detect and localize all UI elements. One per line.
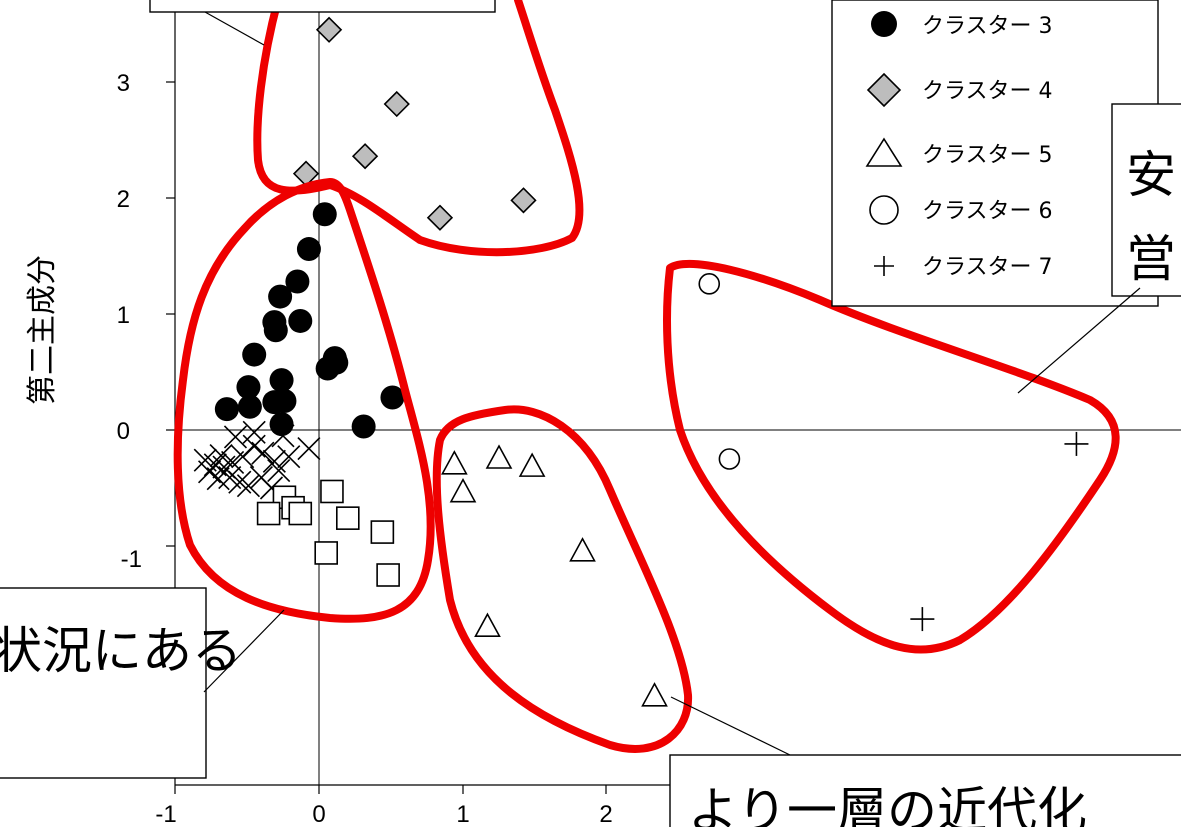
data-point-triangle-2 bbox=[520, 454, 544, 476]
data-point-x-2 bbox=[263, 450, 285, 472]
data-point-filled-circle-14 bbox=[215, 397, 239, 421]
callout-leader-bottom bbox=[671, 697, 790, 755]
data-point-filled-circle-9 bbox=[242, 343, 266, 367]
data-point-open-square-0 bbox=[321, 480, 343, 502]
x-tick-labels: -1 0 1 2 bbox=[155, 801, 612, 827]
data-point-open-square-5 bbox=[337, 507, 359, 529]
data-point-open-circle-1 bbox=[719, 449, 739, 469]
data-point-triangle-3 bbox=[451, 480, 475, 502]
x-tick-label: -1 bbox=[155, 801, 176, 827]
data-point-open-square-6 bbox=[371, 521, 393, 543]
data-point-x-0 bbox=[298, 438, 320, 460]
data-point-diamond-0 bbox=[317, 18, 341, 42]
data-point-filled-circle-5 bbox=[288, 309, 312, 333]
data-point-triangle-4 bbox=[571, 539, 595, 561]
legend-label-cluster-7: クラスター 7 bbox=[922, 255, 1053, 280]
legend-marker-cluster-6 bbox=[870, 196, 898, 224]
data-point-x-1 bbox=[278, 446, 300, 468]
x-tick-label: 1 bbox=[456, 801, 469, 827]
data-point-open-square-8 bbox=[377, 564, 399, 586]
callout-text-bottom: より一層の近代化 bbox=[688, 782, 1087, 827]
legend-label-cluster-4: クラスター 4 bbox=[922, 79, 1053, 104]
data-point-triangle-6 bbox=[643, 684, 667, 706]
data-point-filled-circle-11 bbox=[270, 368, 294, 392]
x-tick-label: 0 bbox=[312, 801, 325, 827]
data-point-open-circle-0 bbox=[699, 274, 719, 294]
data-point-x-17 bbox=[224, 426, 246, 448]
data-point-x-15 bbox=[229, 471, 251, 493]
data-point-triangle-5 bbox=[475, 614, 499, 636]
y-tick-label: 0 bbox=[117, 418, 130, 445]
callout-text-an: 安 bbox=[1126, 146, 1176, 204]
data-point-filled-circle-16 bbox=[270, 412, 294, 436]
data-point-filled-circle-19 bbox=[324, 351, 348, 375]
legend-label-cluster-3: クラスター 3 bbox=[922, 14, 1053, 39]
callout-box-top bbox=[150, 0, 495, 12]
callout-text-left: 状況にある bbox=[0, 622, 242, 680]
data-point-filled-circle-13 bbox=[238, 395, 262, 419]
data-point-x-18 bbox=[243, 421, 265, 443]
data-point-open-square-3 bbox=[289, 503, 311, 525]
data-point-x-11 bbox=[237, 475, 259, 497]
y-tick-label: 2 bbox=[117, 186, 130, 213]
data-point-filled-circle-15 bbox=[262, 390, 286, 414]
data-point-filled-circle-17 bbox=[352, 415, 376, 439]
data-point-filled-circle-0 bbox=[313, 202, 337, 226]
y-tick-label: 3 bbox=[117, 70, 130, 97]
data-point-diamond-2 bbox=[353, 144, 377, 168]
data-point-open-square-7 bbox=[315, 542, 337, 564]
data-point-filled-circle-6 bbox=[264, 318, 288, 342]
callout-leader-top bbox=[205, 12, 264, 45]
cluster-outline-diamonds bbox=[257, 0, 579, 252]
data-point-x-21 bbox=[207, 468, 229, 490]
legend-label-cluster-5: クラスター 5 bbox=[922, 143, 1053, 168]
legend-marker-cluster-3 bbox=[871, 11, 897, 37]
callout-text-ei: 営 bbox=[1126, 230, 1176, 288]
y-tick-label: -1 bbox=[121, 546, 142, 573]
legend-label-cluster-6: クラスター 6 bbox=[922, 199, 1053, 224]
y-axis-label: 第二主成分 bbox=[25, 255, 60, 405]
callout-box-left bbox=[0, 588, 206, 778]
legend: クラスター 3 クラスター 4 クラスター 5 クラスター 6 クラスター 7 bbox=[832, 0, 1158, 306]
data-point-filled-circle-3 bbox=[268, 285, 292, 309]
data-point-open-square-4 bbox=[258, 503, 280, 525]
data-point-triangle-0 bbox=[442, 452, 466, 474]
data-point-diamond-4 bbox=[428, 206, 452, 230]
data-point-diamond-1 bbox=[385, 92, 409, 116]
data-point-x-14 bbox=[268, 460, 290, 482]
data-point-plus-0 bbox=[1064, 432, 1088, 456]
data-point-plus-1 bbox=[910, 607, 934, 631]
data-point-diamond-5 bbox=[511, 188, 535, 212]
y-tick-label: 1 bbox=[117, 302, 130, 329]
tick-marks bbox=[166, 82, 606, 794]
data-point-triangle-1 bbox=[487, 446, 511, 468]
data-point-filled-circle-1 bbox=[297, 237, 321, 261]
x-tick-label: 2 bbox=[599, 801, 612, 827]
